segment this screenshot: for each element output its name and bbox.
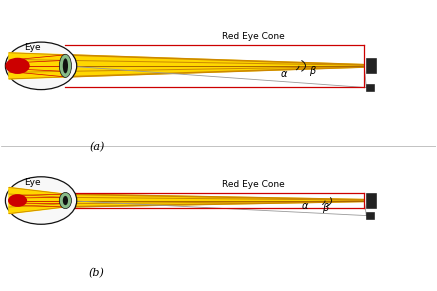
Ellipse shape	[5, 42, 77, 90]
Text: Red Eye Cone: Red Eye Cone	[222, 32, 284, 41]
Ellipse shape	[63, 196, 68, 205]
Bar	[366, 84, 374, 91]
Ellipse shape	[63, 58, 68, 73]
Polygon shape	[66, 55, 364, 77]
Text: Eye: Eye	[24, 43, 41, 52]
Text: $\alpha$: $\alpha$	[302, 201, 310, 211]
Text: (b): (b)	[89, 268, 105, 278]
Ellipse shape	[59, 54, 72, 77]
Text: $\beta$: $\beta$	[309, 64, 317, 78]
Bar	[366, 58, 376, 73]
Polygon shape	[9, 187, 66, 214]
Bar	[366, 212, 374, 219]
Text: $\alpha$: $\alpha$	[281, 69, 289, 79]
Text: Eye: Eye	[24, 178, 41, 187]
Polygon shape	[9, 53, 66, 79]
Text: $\beta$: $\beta$	[323, 201, 330, 215]
Ellipse shape	[59, 192, 72, 209]
Ellipse shape	[5, 58, 30, 74]
Text: Red Eye Cone: Red Eye Cone	[222, 180, 284, 189]
Ellipse shape	[5, 177, 77, 224]
Ellipse shape	[8, 194, 27, 207]
Bar	[366, 193, 376, 208]
Text: (a): (a)	[89, 142, 104, 152]
Polygon shape	[66, 194, 364, 207]
